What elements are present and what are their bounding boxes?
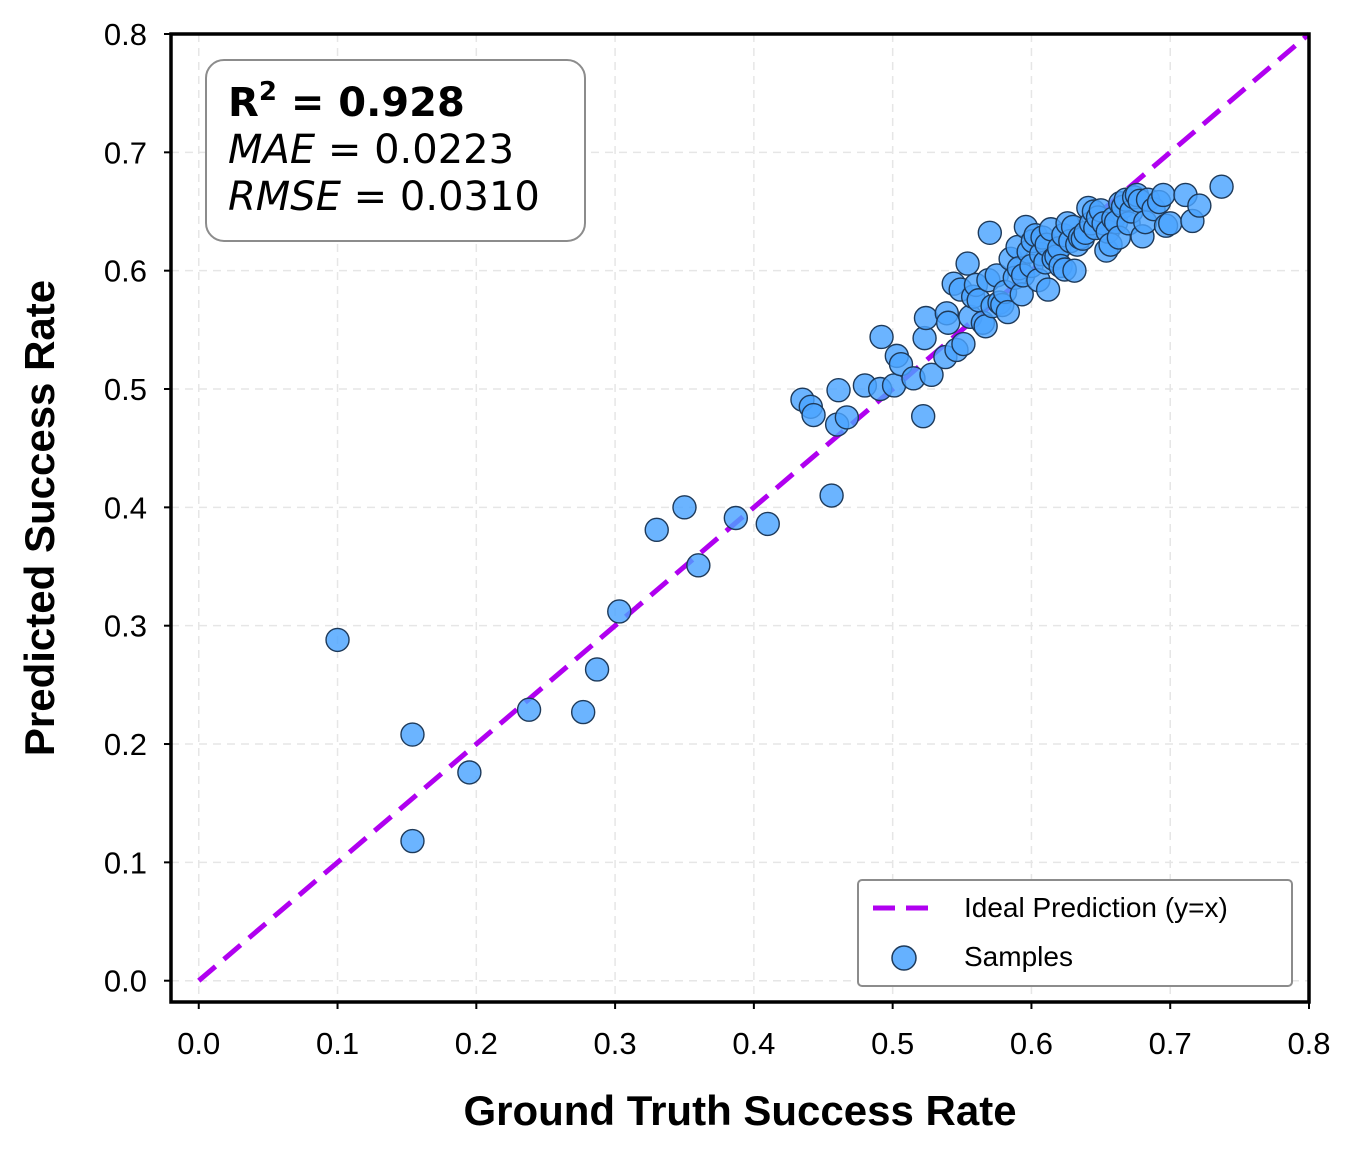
sample-point (686, 553, 711, 578)
sample-point (834, 405, 860, 430)
sample-point (995, 299, 1021, 325)
y-axis-ticks: 0.0 0.1 0.2 0.3 0.4 0.5 0.6 0.7 0.8 (104, 17, 171, 999)
sample-point (955, 251, 980, 276)
sample-point (869, 324, 894, 350)
mae-stat: MAE = 0.0223 (228, 127, 514, 173)
legend-ideal-label: Ideal Prediction (y=x) (964, 892, 1228, 923)
r2-value: = 0.928 (277, 80, 465, 126)
x-tick-label: 0.6 (1010, 1026, 1053, 1061)
y-tick-label: 0.8 (104, 17, 147, 52)
plot-frame (169, 32, 1311, 1004)
sample-point (1209, 174, 1234, 199)
sample-point (1187, 193, 1212, 218)
y-axis-title: Predicted Success Rate (16, 280, 63, 756)
sample-point (913, 305, 939, 331)
sample-point (644, 517, 669, 543)
sample-point (755, 511, 780, 537)
x-tick-label: 0.4 (732, 1026, 775, 1061)
r2-exponent: 2 (259, 77, 277, 107)
legend: Ideal Prediction (y=x) Samples (857, 879, 1293, 987)
ideal-prediction-line (197, 32, 1311, 983)
rmse-value: = 0.0310 (341, 174, 540, 220)
x-tick-label: 0.0 (177, 1026, 220, 1061)
sample-point (826, 377, 851, 403)
sample-point (672, 495, 697, 520)
mae-label: MAE (228, 127, 316, 173)
y-tick-label: 0.7 (104, 135, 147, 170)
sample-point (1062, 258, 1087, 283)
r2-stat: R2 = 0.928 (228, 77, 465, 126)
sample-point (607, 599, 632, 624)
sample-point (516, 697, 542, 722)
sample-point (819, 483, 844, 508)
rmse-label: RMSE (228, 174, 342, 220)
sample-point (910, 404, 936, 429)
legend-samples-label: Samples (964, 941, 1073, 972)
stats-box-frame (205, 59, 586, 242)
x-axis-title: Ground Truth Success Rate (463, 1087, 1016, 1134)
y-tick-label: 0.1 (104, 845, 147, 880)
sample-point (400, 722, 425, 747)
sample-point (723, 505, 749, 531)
sample-points (325, 174, 1234, 854)
sample-point (977, 220, 1003, 246)
x-tick-label: 0.8 (1287, 1026, 1330, 1061)
y-tick-label: 0.5 (104, 372, 147, 407)
y-tick-label: 0.3 (104, 609, 147, 644)
mae-value: = 0.0223 (315, 127, 514, 173)
sample-point (951, 331, 976, 357)
sample-point (457, 760, 482, 785)
y-tick-label: 0.4 (104, 490, 147, 525)
sample-point (325, 627, 350, 653)
sample-point (570, 699, 596, 725)
legend-samples-swatch (891, 945, 917, 971)
y-tick-label: 0.2 (104, 727, 147, 762)
x-tick-label: 0.2 (455, 1026, 498, 1061)
sample-point (801, 402, 826, 428)
sample-point (1151, 182, 1176, 208)
sample-point (1158, 211, 1183, 236)
r2-label: R (228, 80, 259, 126)
y-tick-label: 0.0 (104, 964, 147, 999)
legend-frame (857, 879, 1293, 987)
x-axis-ticks: 0.0 0.1 0.2 0.3 0.4 0.5 0.6 0.7 0.8 (177, 1002, 1331, 1061)
sample-point (935, 310, 961, 335)
x-tick-label: 0.5 (871, 1026, 914, 1061)
sample-point (919, 362, 944, 388)
sample-point (400, 828, 425, 854)
x-tick-label: 0.7 (1149, 1026, 1192, 1061)
y-tick-label: 0.6 (104, 254, 147, 289)
rmse-stat: RMSE = 0.0310 (228, 174, 540, 220)
stats-box: R2 = 0.928 MAE = 0.0223 RMSE = 0.0310 (205, 59, 586, 242)
x-tick-label: 0.1 (316, 1026, 359, 1061)
sample-point (584, 657, 610, 682)
sample-point (1035, 277, 1061, 302)
x-tick-label: 0.3 (594, 1026, 637, 1061)
